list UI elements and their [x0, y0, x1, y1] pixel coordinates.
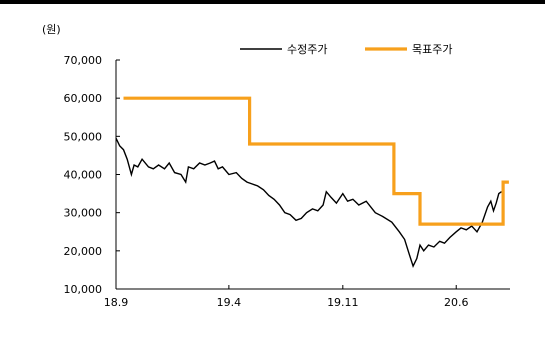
legend-label-adjusted-price: 수정주가	[287, 43, 327, 56]
series-line-target-price	[123, 96, 509, 226]
legend-label-target-price: 목표주가	[412, 43, 452, 56]
series-lines	[115, 96, 509, 268]
x-axis-ticks: 18.9 19.4 19.11 20.6	[104, 285, 469, 309]
y-tick-label: 30,000	[64, 207, 103, 220]
x-tick-label: 19.4	[217, 296, 242, 309]
series-line-adjusted-price	[115, 137, 502, 268]
y-tick-label: 50,000	[64, 130, 103, 143]
y-tick-label: 70,000	[64, 54, 103, 67]
y-axis-ticks: 10,000 20,000 30,000 40,000 50,000 60,000 70,0…	[64, 54, 120, 296]
unit-label: (원)	[42, 23, 61, 36]
y-tick-label: 10,000	[64, 283, 103, 296]
x-tick-label: 18.9	[104, 296, 129, 309]
x-tick-label: 20.6	[444, 296, 469, 309]
top-rule	[0, 0, 545, 4]
legend: 수정주가 목표주가	[240, 43, 452, 56]
axes	[115, 60, 510, 290]
y-tick-label: 40,000	[64, 169, 103, 182]
y-tick-label: 20,000	[64, 245, 103, 258]
x-tick-label: 19.11	[327, 296, 359, 309]
y-tick-label: 60,000	[64, 92, 103, 105]
